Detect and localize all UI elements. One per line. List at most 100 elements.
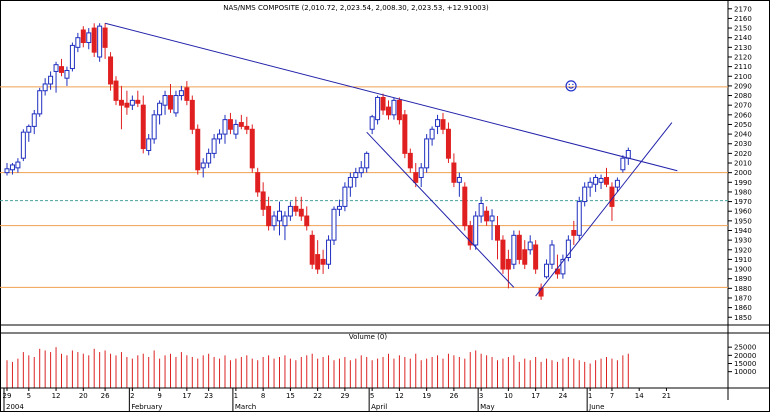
candle-down xyxy=(516,234,522,260)
candle-up xyxy=(4,168,10,174)
y-tick-label: 2060 xyxy=(734,111,752,119)
candle-down xyxy=(522,249,528,265)
candle-down xyxy=(255,172,261,193)
candle-down xyxy=(495,225,500,241)
candle-up xyxy=(48,75,54,85)
y-tick-label: 2090 xyxy=(734,82,752,90)
candle-up xyxy=(625,149,631,159)
candle-down xyxy=(462,186,468,227)
y-tick-label: 2160 xyxy=(734,15,752,23)
y-tick-label: 2100 xyxy=(734,73,752,81)
candle-up xyxy=(162,95,168,106)
candle-up xyxy=(200,162,206,169)
volume-title: Volume (0) xyxy=(349,333,387,341)
candle-down xyxy=(298,208,304,217)
month-label: 2004 xyxy=(6,403,24,411)
y-tick-label: 2020 xyxy=(734,150,752,158)
x-tick-label: 26 xyxy=(449,392,458,400)
y-tick-label: 2050 xyxy=(734,121,752,129)
x-axis: 29 5 12 20 26 2 9 17 23 1 8 15 22 29 5 12 19 26 3 10 17 24 1 7 1… xyxy=(0,387,770,412)
candle-up xyxy=(86,32,92,44)
candle-up xyxy=(435,119,441,127)
candle-down xyxy=(102,27,108,48)
candle-down xyxy=(189,99,195,130)
y-tick-label: 2080 xyxy=(734,92,752,100)
candle-up xyxy=(211,138,217,154)
chart-title: NAS/NMS COMPOSITE (2,010.72, 2,023.54, 2… xyxy=(223,4,489,12)
candle-down xyxy=(500,239,506,270)
candle-up xyxy=(20,131,26,159)
candle-up xyxy=(178,90,184,97)
x-tick-label: 24 xyxy=(558,392,567,400)
candle-up xyxy=(456,176,462,183)
candle-down xyxy=(402,114,408,154)
x-tick-label: 12 xyxy=(52,392,61,400)
x-tick-label: 29 xyxy=(340,392,349,400)
x-tick-label: 5 xyxy=(370,392,374,400)
y-tick-label: 1940 xyxy=(734,227,752,235)
candle-up xyxy=(129,99,135,106)
candle-up xyxy=(31,113,37,127)
candle-up xyxy=(26,125,32,133)
y-tick-label: 2120 xyxy=(734,53,752,61)
x-tick-label: 19 xyxy=(422,392,431,400)
candle-up xyxy=(593,176,599,185)
x-tick-label: 5 xyxy=(27,392,31,400)
candle-down xyxy=(380,96,386,111)
candle-up xyxy=(222,119,228,135)
candle-down xyxy=(309,234,315,265)
x-tick-label: 29 xyxy=(3,392,12,400)
candle-up xyxy=(146,138,152,151)
candle-up xyxy=(64,69,70,79)
candle-up xyxy=(42,83,48,92)
month-label: May xyxy=(480,403,494,411)
candle-up xyxy=(424,138,430,169)
x-tick-label: 8 xyxy=(261,392,265,400)
y-tick-label: 2030 xyxy=(734,140,752,148)
x-tick-label: 9 xyxy=(157,392,161,400)
candle-up xyxy=(527,241,533,251)
candle-down xyxy=(467,225,473,246)
y-tick-label: 1990 xyxy=(734,179,752,187)
candle-up xyxy=(369,116,375,130)
y-tick-label: 1910 xyxy=(734,256,752,264)
candle-down xyxy=(195,128,201,171)
x-tick-label: 14 xyxy=(635,392,644,400)
candle-down xyxy=(315,254,321,270)
volume-tick-label: 20000 xyxy=(734,352,756,360)
y-tick-label: 2150 xyxy=(734,25,752,33)
x-tick-label: 7 xyxy=(610,392,614,400)
month-label: February xyxy=(131,403,162,411)
candle-down xyxy=(108,56,114,85)
candle-up xyxy=(565,239,571,258)
x-tick-label: 2 xyxy=(130,392,134,400)
candle-down xyxy=(293,205,299,212)
candle-down xyxy=(168,95,173,110)
x-tick-label: 22 xyxy=(313,392,322,400)
candle-up xyxy=(233,123,239,135)
candle-up xyxy=(287,205,293,217)
y-tick-label: 2140 xyxy=(734,34,752,42)
y-tick-label: 2040 xyxy=(734,131,752,139)
candle-up xyxy=(336,205,342,210)
candle-up xyxy=(353,172,359,178)
candle-down xyxy=(451,162,457,183)
y-tick-label: 1970 xyxy=(734,198,752,206)
smiley-eye xyxy=(568,83,570,86)
candle-up xyxy=(217,133,223,140)
candle-up xyxy=(157,102,163,116)
y-tick-label: 1880 xyxy=(734,285,752,293)
candle-up xyxy=(576,201,582,236)
candle-down xyxy=(604,176,609,185)
candle-down xyxy=(140,104,146,150)
trend-line xyxy=(535,122,673,297)
x-tick-label: 20 xyxy=(79,392,88,400)
candle-up xyxy=(53,64,59,72)
candle-up xyxy=(9,164,15,171)
candle-up xyxy=(614,179,620,188)
x-tick-label: 23 xyxy=(204,392,213,400)
candle-up xyxy=(326,239,332,265)
y-tick-label: 2110 xyxy=(734,63,752,71)
